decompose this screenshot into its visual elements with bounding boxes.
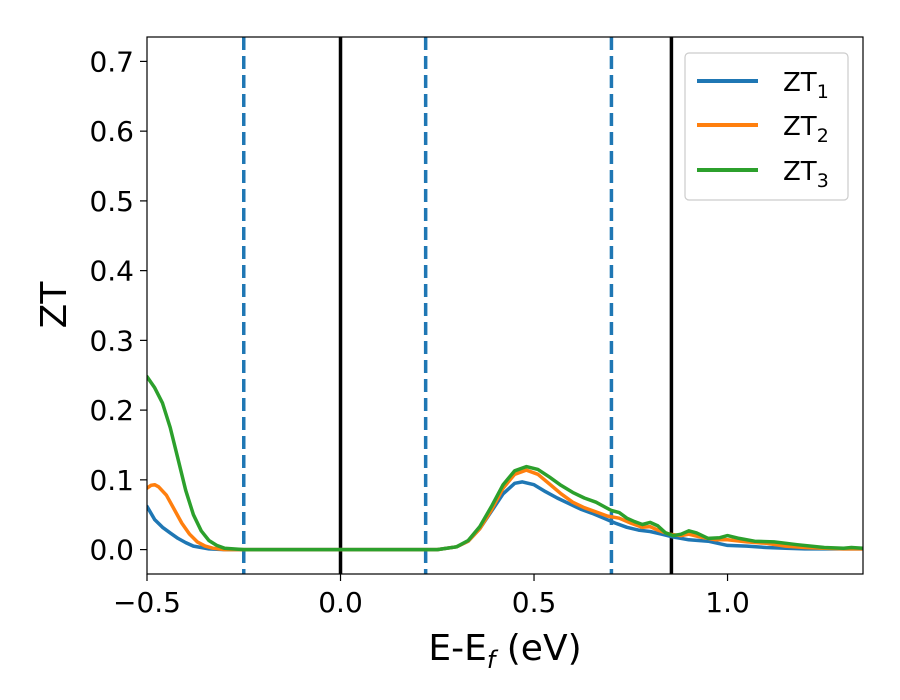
y-tick-label: 0.5 xyxy=(89,185,134,218)
y-tick-label: 0.3 xyxy=(89,324,134,357)
legend-box xyxy=(684,52,849,201)
plot-frame xyxy=(146,36,864,575)
legend-label-zt1: ZT1 xyxy=(783,68,829,103)
x-axis: −0.5 0.0 0.5 1.0 xyxy=(113,574,750,619)
legend-label-zt2: ZT2 xyxy=(783,112,829,147)
y-tick-label: 0.0 xyxy=(89,534,134,567)
y-tick-label: 0.1 xyxy=(89,464,134,497)
series-line-zt3 xyxy=(147,374,863,552)
y-tick-label: 0.7 xyxy=(89,45,134,78)
y-axis-title: ZT xyxy=(34,281,75,329)
x-tick-label: 0.0 xyxy=(318,586,363,619)
legend-label-zt3: ZT3 xyxy=(783,157,829,192)
x-tick-label: 0.5 xyxy=(512,586,557,619)
y-tick-label: 0.4 xyxy=(89,255,134,288)
x-axis-title: E-Ef (eV) xyxy=(428,628,581,674)
series-line-zt2 xyxy=(147,468,863,552)
x-tick-label: −0.5 xyxy=(113,586,181,619)
y-tick-label: 0.2 xyxy=(89,394,134,427)
series-line-zt1 xyxy=(147,480,863,552)
y-tick-label: 0.6 xyxy=(89,115,134,148)
legend: ZT1 ZT2 ZT3 xyxy=(684,52,849,201)
x-tick-label: 1.0 xyxy=(705,586,750,619)
reference-lines xyxy=(242,37,674,574)
series-lines xyxy=(147,374,863,552)
y-axis: 0.0 0.1 0.2 0.3 0.4 0.5 0.6 0.7 xyxy=(89,45,147,567)
